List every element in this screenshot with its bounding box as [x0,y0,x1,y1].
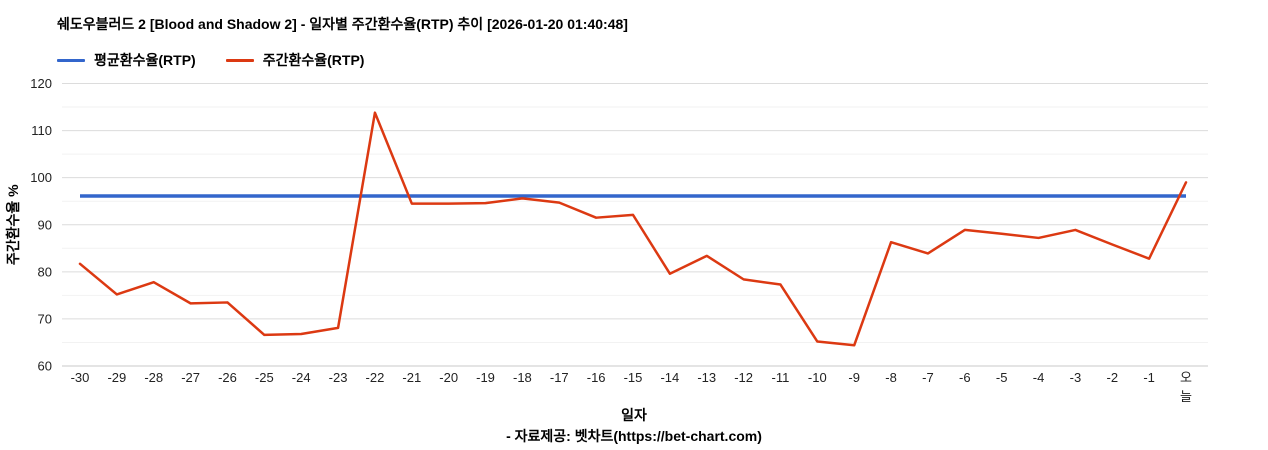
x-tick-label: -24 [292,370,311,385]
weekly-rtp-line [78,111,1188,347]
x-tick-label: -16 [587,370,606,385]
x-tick-label: -18 [513,370,532,385]
x-tick-label: -4 [1033,370,1045,385]
weekly-rtp-line-swatch [225,58,254,62]
x-tick-label: -20 [439,370,458,385]
average-rtp-line-swatch [57,58,85,62]
y-tick-label: 120 [30,76,52,91]
x-tick-label: -28 [144,370,163,385]
x-tick-label: -25 [255,370,274,385]
x-tick-label: -15 [624,370,643,385]
x-tick-label: -21 [402,370,421,385]
x-tick-label: -6 [959,370,971,385]
x-tick-label: -9 [848,370,860,385]
x-tick-label: -22 [366,370,385,385]
y-tick-label: 90 [38,217,52,232]
x-tick-label: -10 [808,370,827,385]
data-source-footer: - 자료제공: 벳차트(https://bet-chart.com) [506,428,762,444]
legend-item-average-rtp: 평균환수율(RTP) [57,50,196,70]
y-tick-label: 110 [31,123,52,138]
x-tick-label: -7 [922,370,934,385]
y-tick-label: 80 [38,264,52,279]
x-tick-label: -26 [218,370,237,385]
x-tick-label: -14 [660,370,679,385]
x-tick-label: -2 [1106,370,1118,385]
legend-item-weekly-rtp: 주간환수율(RTP) [225,50,365,70]
legend-label-average-rtp: 평균환수율(RTP) [94,52,196,68]
x-tick-label: -19 [476,370,495,385]
x-tick-label: -5 [996,370,1008,385]
x-tick-label: -13 [697,370,716,385]
x-axis-title: 일자 [621,407,647,423]
legend-label-weekly-rtp: 주간환수율(RTP) [262,52,365,68]
x-tick-label: -23 [329,370,348,385]
x-tick-label: -3 [1070,370,1082,385]
y-axis-title: 주간환수율 % [5,184,21,265]
x-tick-label: -30 [71,370,90,385]
chart-legend: 평균환수율(RTP) 주간환수율(RTP) [57,50,364,70]
y-tick-label: 70 [38,311,52,326]
chart-title: 쉐도우블러드 2 [Blood and Shadow 2] - 일자별 주간환수… [57,16,628,32]
y-tick-label: 60 [38,359,52,374]
x-tick-label: -11 [772,370,790,385]
x-tick-label: -27 [181,370,200,385]
x-tick-label: -17 [550,370,569,385]
y-tick-label: 100 [30,170,52,185]
x-tick-label: -12 [734,370,753,385]
x-tick-label: -1 [1143,370,1155,385]
x-tick-label: -8 [885,370,897,385]
x-tick-label: -29 [107,370,126,385]
